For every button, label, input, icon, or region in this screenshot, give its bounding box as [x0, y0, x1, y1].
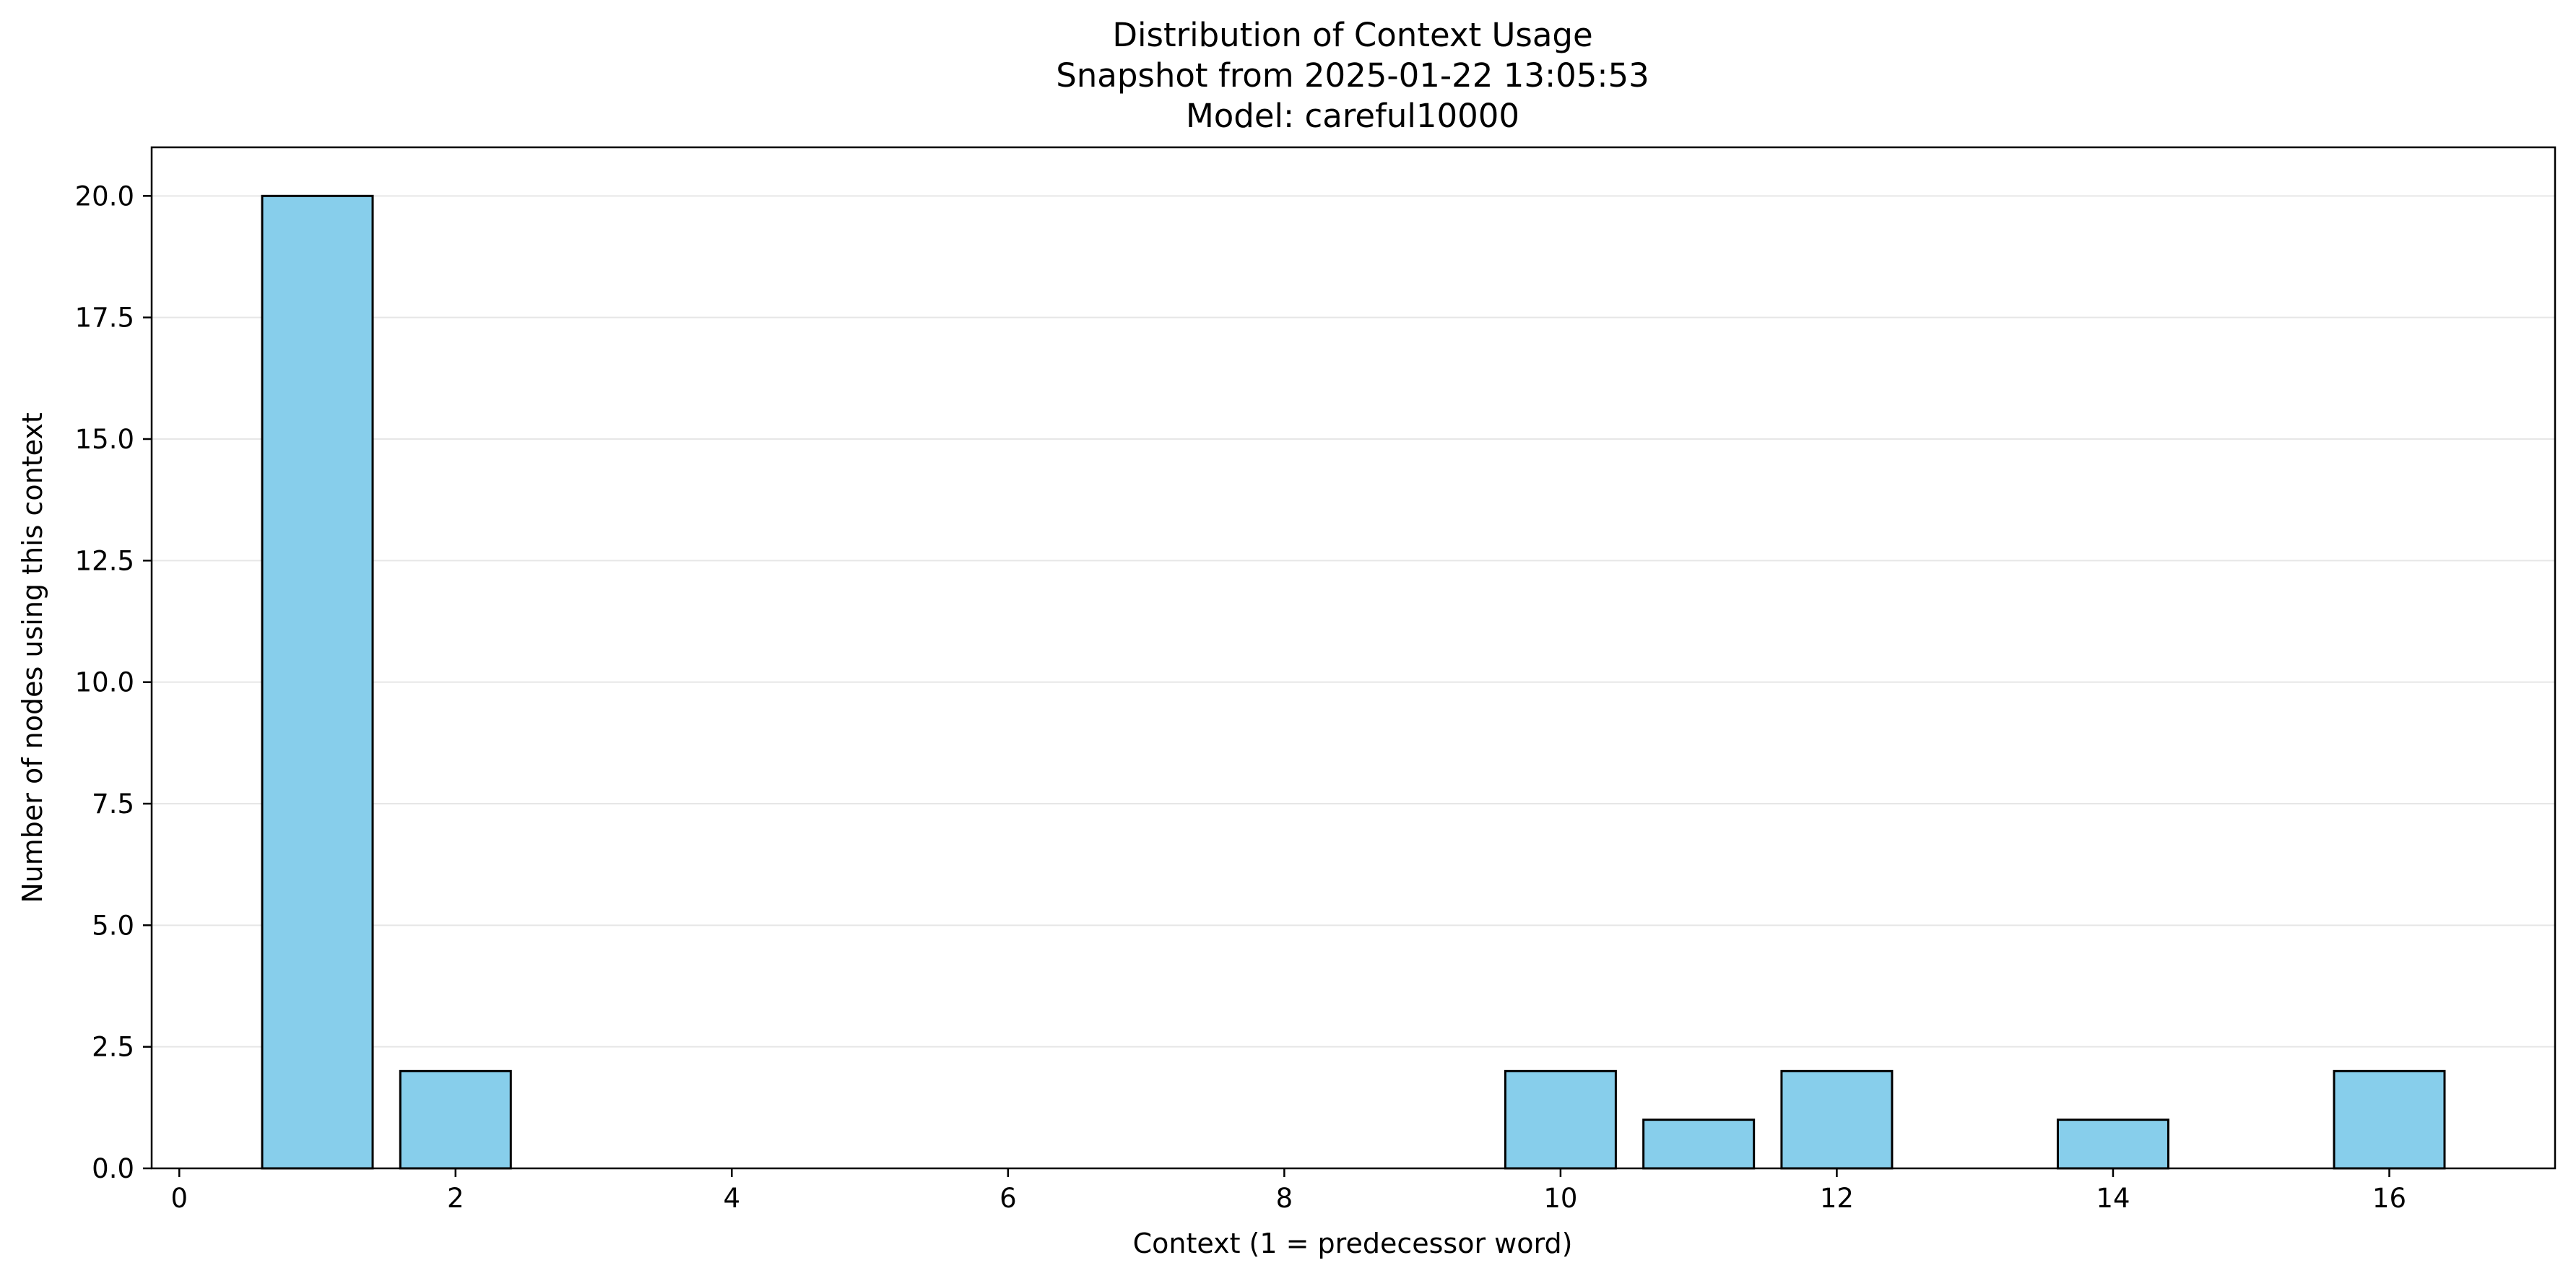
x-tick-label-6: 12: [1820, 1183, 1854, 1214]
x-tick-label-5: 10: [1543, 1183, 1577, 1214]
chart-title-line-3: Model: careful10000: [1186, 97, 1519, 135]
y-tick-label-5: 12.5: [75, 545, 134, 576]
y-axis-label: Number of nodes using this context: [17, 412, 48, 903]
x-tick-label-4: 8: [1276, 1183, 1293, 1214]
y-tick-label-6: 15.0: [75, 424, 134, 455]
bar-context-1: [261, 194, 374, 1170]
y-tick-label-1: 2.5: [92, 1032, 134, 1063]
y-axis-ticks: 0.0 2.5 5.0 7.5 10.0 12.5 15.0 17.5 20.0: [75, 181, 152, 1184]
x-tick-label-0: 0: [170, 1183, 188, 1214]
plot-frame: [150, 146, 2557, 1170]
bar-context-11: [1642, 1119, 1756, 1170]
x-axis-ticks: 0 2 4 6 8 10 12 14 16: [170, 1168, 2406, 1214]
y-tick-label-4: 10.0: [75, 667, 134, 698]
bar-context-16: [2333, 1069, 2446, 1170]
bar-context-14: [2056, 1119, 2169, 1170]
chart-title-line-1: Distribution of Context Usage: [1112, 16, 1592, 54]
y-tick-label-7: 17.5: [75, 303, 134, 334]
y-tick-label-2: 5.0: [92, 910, 134, 941]
x-tick-label-1: 2: [447, 1183, 464, 1214]
x-tick-label-3: 6: [999, 1183, 1017, 1214]
x-tick-label-2: 4: [724, 1183, 741, 1214]
x-tick-label-8: 16: [2372, 1183, 2406, 1214]
bar-context-10: [1504, 1069, 1617, 1170]
bars: [261, 194, 2446, 1170]
x-axis-label: Context (1 = predecessor word): [1133, 1228, 1573, 1259]
y-tick-label-8: 20.0: [75, 181, 134, 212]
chart-title-line-2: Snapshot from 2025-01-22 13:05:53: [1056, 56, 1649, 95]
bar-context-2: [399, 1069, 512, 1170]
grid-lines: [152, 195, 2555, 1169]
y-tick-label-0: 0.0: [92, 1153, 134, 1184]
bar-context-12: [1780, 1069, 1894, 1170]
y-tick-label-3: 7.5: [92, 789, 134, 820]
x-tick-label-7: 14: [2096, 1183, 2130, 1214]
